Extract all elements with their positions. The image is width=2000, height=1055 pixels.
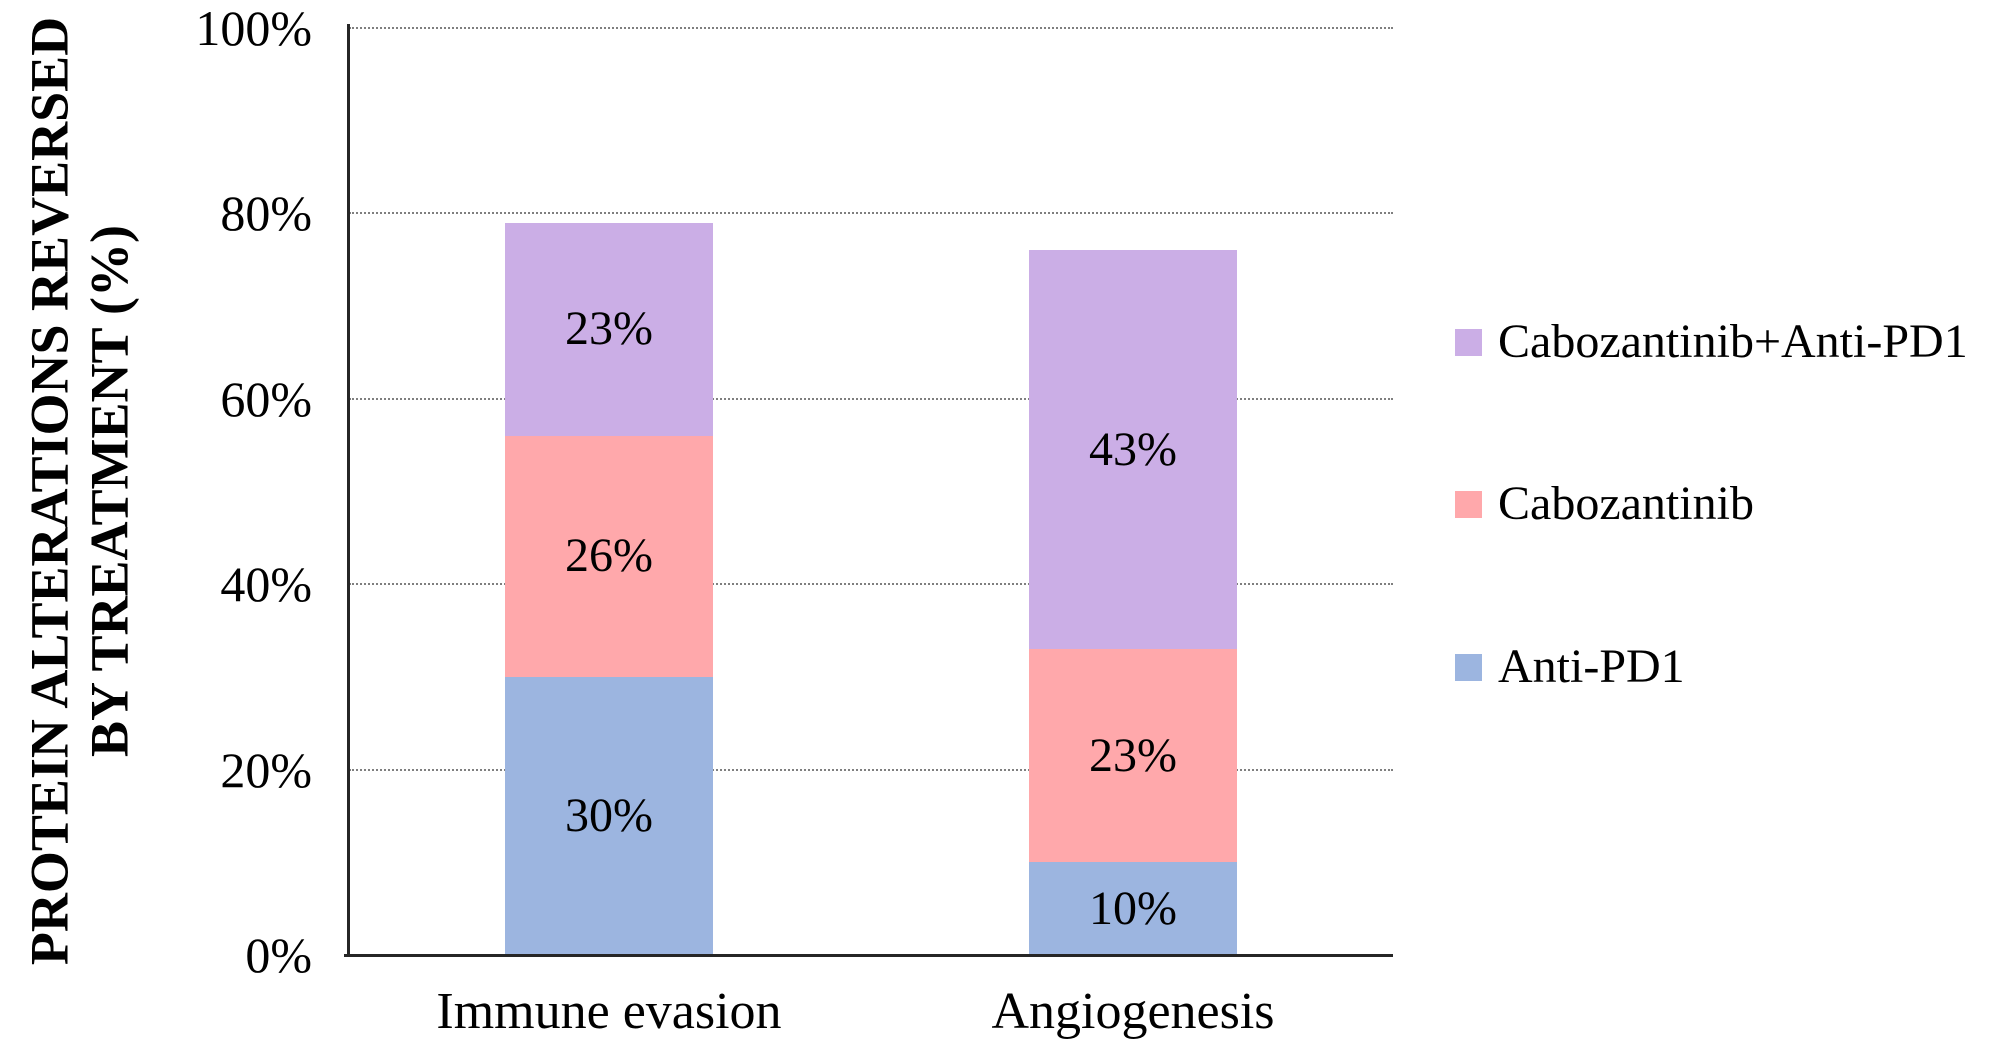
- segment-value-label: 30%: [565, 788, 653, 842]
- y-axis-title-line-2: BY TREATMENT (%): [80, 224, 140, 758]
- bar-segment-immune-evasion-anti-pd1: 30%: [505, 676, 713, 955]
- y-tick-label-60%: 60%: [220, 370, 312, 427]
- y-axis-line: [347, 24, 350, 957]
- bar-segment-angiogenesis-cabozantinib: 23%: [1029, 649, 1237, 863]
- legend-swatch-icon: [1455, 653, 1482, 681]
- legend-swatch-icon: [1455, 328, 1482, 356]
- segment-value-label: 23%: [565, 302, 653, 356]
- category-label-angiogenesis: Angiogenesis: [991, 983, 1275, 1040]
- segment-value-label: 10%: [1089, 881, 1177, 935]
- legend-label: Cabozantinib: [1498, 477, 1754, 530]
- bar-segment-immune-evasion-cabozantinib: 26%: [505, 435, 713, 677]
- y-tick-label-40%: 40%: [220, 556, 312, 613]
- gridline-40%: [349, 583, 1393, 586]
- y-axis-title: PROTEIN ALTERATIONS REVERSED BY TREATMEN…: [20, 0, 141, 991]
- legend-item-cabozantinib: Cabozantinib: [1455, 480, 1754, 528]
- segment-value-label: 26%: [565, 529, 653, 583]
- x-axis-line: [344, 954, 1393, 957]
- segment-value-label: 23%: [1089, 728, 1177, 782]
- y-tick-label-20%: 20%: [220, 741, 312, 798]
- legend-item-anti-pd1: Anti-PD1: [1455, 643, 1685, 691]
- gridline-60%: [349, 397, 1393, 400]
- y-axis-title-line-1: PROTEIN ALTERATIONS REVERSED: [19, 16, 80, 966]
- y-tick-label-0%: 0%: [245, 927, 312, 983]
- gridline-80%: [349, 212, 1393, 215]
- bar-segment-immune-evasion-cabozantinib-anti-pd1: 23%: [505, 222, 713, 436]
- y-tick-label-80%: 80%: [220, 185, 312, 242]
- bar-segment-angiogenesis-anti-pd1: 10%: [1029, 862, 1237, 955]
- segment-value-label: 43%: [1089, 422, 1177, 476]
- bar-segment-angiogenesis-cabozantinib-anti-pd1: 43%: [1029, 250, 1237, 650]
- gridline-20%: [349, 768, 1393, 771]
- category-label-immune-evasion: Immune evasion: [436, 983, 782, 1040]
- legend-label: Cabozantinib+Anti-PD1: [1498, 315, 1968, 368]
- y-tick-label-100%: 100%: [195, 0, 312, 56]
- legend-swatch-icon: [1455, 490, 1482, 518]
- gridline-100%: [349, 27, 1393, 29]
- legend-label: Anti-PD1: [1498, 640, 1685, 693]
- legend-item-cabozantinib-anti-pd1: Cabozantinib+Anti-PD1: [1455, 318, 1968, 366]
